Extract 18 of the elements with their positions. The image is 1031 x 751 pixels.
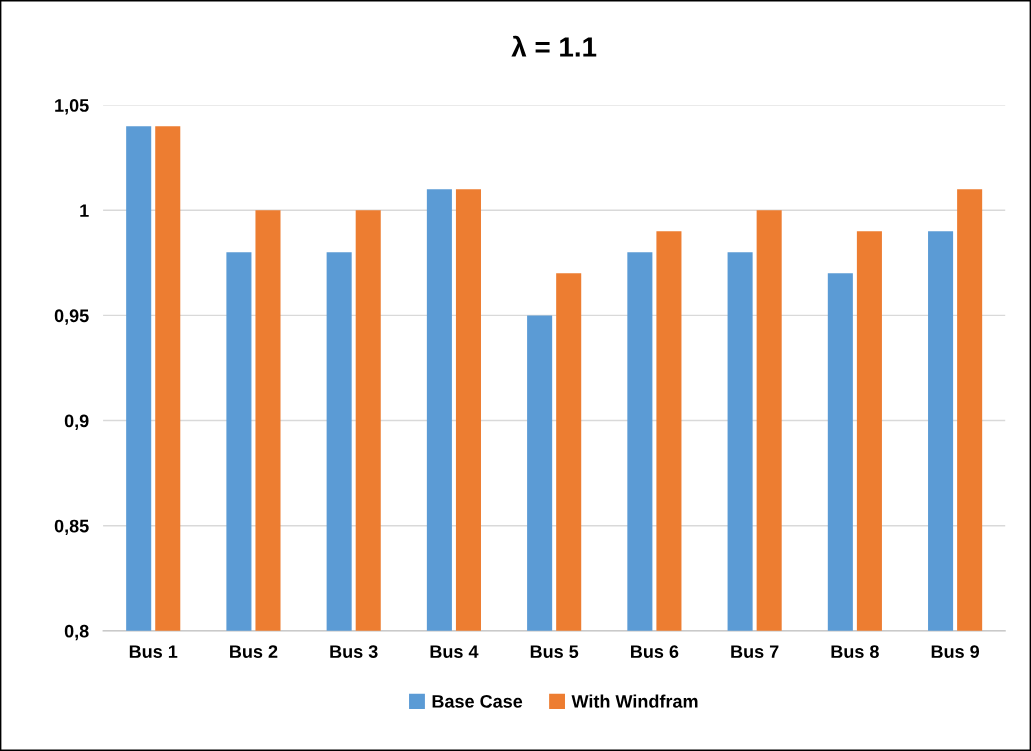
x-tick-label: Bus 5 [530,645,579,658]
x-tick-label: Bus 4 [430,645,479,658]
x-tick-label: Bus 2 [230,645,278,658]
x-tick-label: Bus 6 [631,645,679,658]
legend-label: With Windfram [571,694,698,708]
y-tick-label: 0,85 [54,519,89,536]
x-tick-label: Bus 7 [731,645,779,658]
x-tick-label: Bus 3 [330,645,378,659]
x-tick-label: Bus 8 [831,645,879,658]
y-tick-label: 0,95 [54,309,89,325]
y-tick-label: 1,05 [55,99,89,115]
legend-label: Base Case [432,694,523,708]
y-tick-label: 1 [80,204,89,217]
x-tick-label: Bus 9 [931,645,980,658]
chart-title: λ = 1.1 [511,35,597,57]
y-tick-label: 0,9 [64,414,89,430]
y-tick-label: 0,8 [64,624,89,641]
x-tick-label: Bus 1 [129,645,178,658]
